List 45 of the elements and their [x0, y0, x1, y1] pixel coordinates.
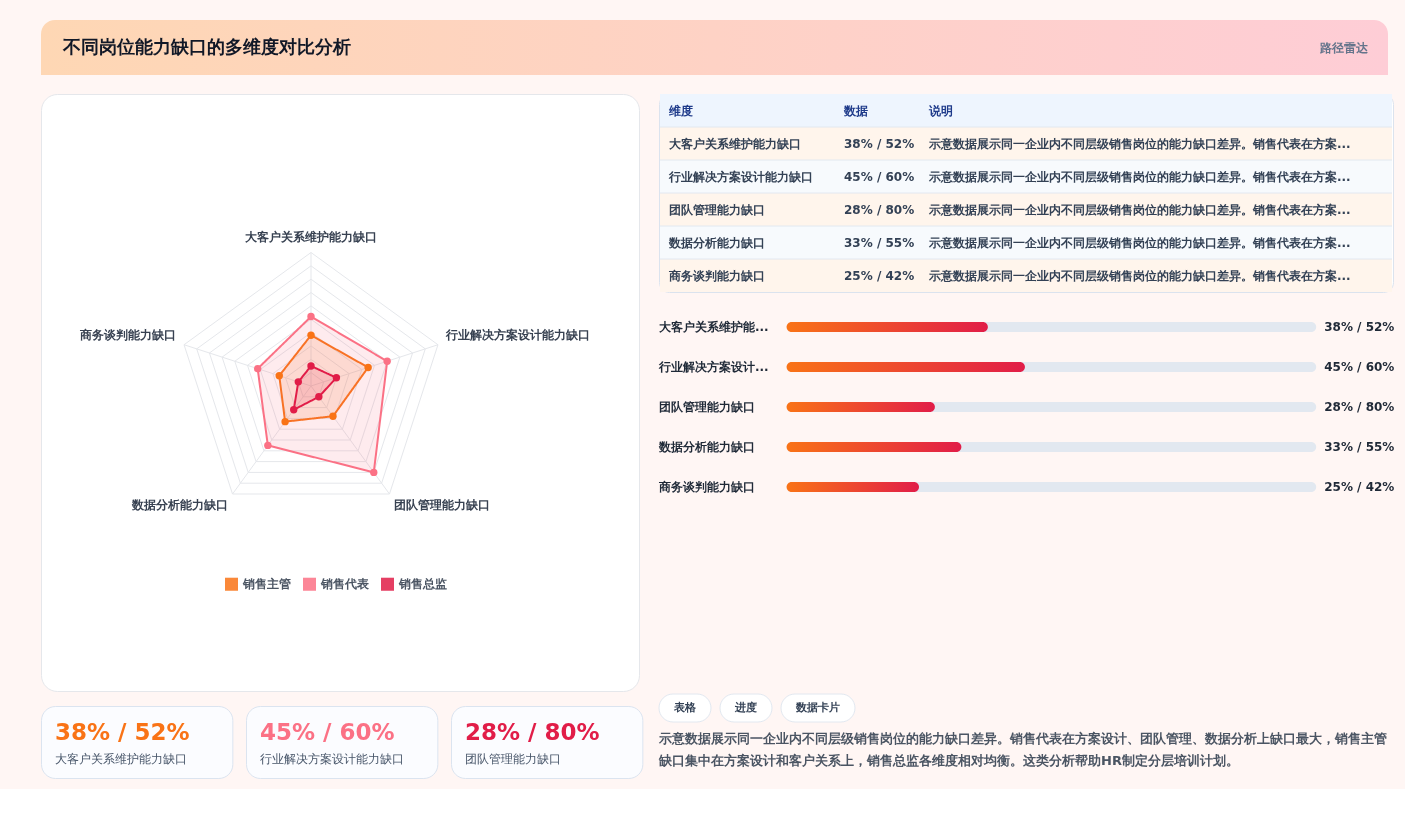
data-label: 38% / 52%	[1324, 320, 1395, 334]
text: 示意数据展示同一企业内不同层级销售岗位的能力缺口差异。销售代表在方案...	[928, 235, 1351, 250]
text: 示意数据展示同一企业内不同层级销售岗位的能力缺口差异。销售代表在方案...	[928, 136, 1351, 151]
category-label: 大客户关系维护能力缺口	[55, 752, 187, 766]
text: 示意数据展示同一企业内不同层级销售岗位的能力缺口差异。销售代表在方案...	[928, 169, 1351, 184]
text: 38% / 52%	[844, 136, 915, 151]
y-tick-label: 团队管理能力缺口	[659, 400, 755, 414]
text: 说明	[928, 103, 953, 118]
y-tick-label: 数据分析能力缺口	[658, 440, 755, 454]
category-label: 行业解决方案设计能力缺口	[668, 169, 813, 184]
category-label: 大客户关系维护能力缺口	[669, 136, 801, 151]
text: 45% / 60%	[260, 719, 395, 745]
text: 38% / 52%	[55, 719, 190, 745]
category-label: 团队管理能力缺口	[465, 752, 561, 766]
y-tick-label: 商务谈判能力缺口	[658, 480, 755, 494]
spoke-label: 商务谈判能力缺口	[79, 328, 177, 343]
category-label: 表格	[673, 701, 697, 714]
legend-label: 销售总监	[397, 577, 447, 592]
text: 28% / 80%	[465, 719, 600, 745]
data-label: 33% / 55%	[1324, 440, 1395, 454]
spoke-label: 数据分析能力缺口	[130, 498, 228, 513]
legend-label: 销售主管	[241, 577, 291, 592]
text: 路径雷达	[1319, 40, 1369, 55]
text: 示意数据展示同一企业内不同层级销售岗位的能力缺口差异。销售代表在方案设计、团队管理、数据分析上缺口最大，销售主管缺口集中在方案设计和客户关系上，销售总监各维度相对均衡。这类分析帮助HR制定分层培训计划。	[658, 731, 1387, 768]
text: 25% / 42%	[844, 268, 915, 283]
category-label: 行业解决方案设计能力缺口	[260, 752, 404, 766]
y-tick-label: 行业解决方案设计...	[658, 360, 769, 374]
data-label: 45% / 60%	[1324, 360, 1395, 374]
text: 维度	[668, 103, 693, 118]
data-label: 25% / 42%	[1324, 480, 1395, 494]
text: 示意数据展示同一企业内不同层级销售岗位的能力缺口差异。销售代表在方案...	[928, 268, 1351, 283]
spoke-label: 行业解决方案设计能力缺口	[444, 328, 590, 343]
spoke-label: 大客户关系维护能力缺口	[245, 230, 377, 245]
text: 数据	[843, 103, 868, 118]
legend-label: 销售代表	[319, 577, 370, 592]
category-label: 进度	[734, 701, 757, 714]
chart-title: 不同岗位能力缺口的多维度对比分析	[62, 35, 351, 57]
text: 28% / 80%	[844, 202, 915, 217]
y-tick-label: 大客户关系维护能...	[659, 320, 769, 334]
text: 33% / 55%	[844, 235, 915, 250]
data-label: 28% / 80%	[1324, 400, 1395, 414]
text: 示意数据展示同一企业内不同层级销售岗位的能力缺口差异。销售代表在方案...	[928, 202, 1351, 217]
text: 45% / 60%	[844, 169, 915, 184]
spoke-label: 团队管理能力缺口	[394, 498, 491, 513]
category-label: 数据卡片	[795, 701, 840, 714]
